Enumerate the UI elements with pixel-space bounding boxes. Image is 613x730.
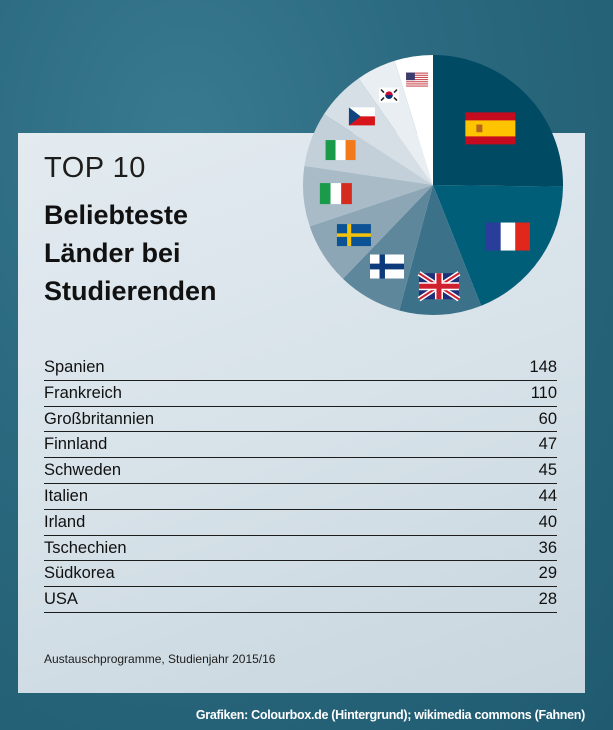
country-name: Frankreich [44,383,122,402]
table-row: Irland 40 [44,510,557,536]
source-note: Austauschprogramme, Studienjahr 2015/16 [44,652,276,666]
pie-slice-südkorea [358,60,433,185]
flag-usa-icon [406,72,429,87]
table-row: Tschechien 36 [44,536,557,562]
flag-south-korea-icon [379,87,400,103]
pie-slice-tschechien [323,78,433,185]
pie-slice-italien [303,165,433,227]
table-row: Frankreich 110 [44,381,557,407]
country-name: Südkorea [44,564,115,583]
country-name: Spanien [44,358,105,376]
flag-france-icon [485,222,530,251]
title-line: Beliebteste [44,200,189,230]
country-value: 45 [538,461,557,480]
country-name: Italien [44,486,89,505]
flag-finland-icon [369,254,404,279]
pie-slice-usa [394,55,433,185]
country-name: Irland [44,512,86,531]
title-line: Studierenden [44,276,217,306]
country-name: Finnland [44,435,108,454]
image-credit: Grafiken: Colourbox.de (Hintergrund); wi… [195,708,585,722]
country-value: 47 [538,435,557,454]
country-name: Schweden [44,461,122,480]
flag-sweden-icon [336,224,371,247]
pie-slice-schweden [309,185,433,279]
table-row: USA 28 [44,587,557,613]
ranking-table: Spanien 148 Frankreich 110 Großbritannien 60 F… [44,355,557,613]
table-row: Großbritannien 60 [44,407,557,433]
top-label: TOP 10 [44,152,146,184]
country-name: Großbritannien [44,409,155,428]
flag-spain-icon [465,112,516,145]
flag-italy-icon [319,183,352,205]
table-row: Schweden 45 [44,458,557,484]
country-value: 40 [538,512,557,531]
country-name: USA [44,590,78,609]
country-value: 28 [538,590,557,609]
table-row: Südkorea 29 [44,561,557,588]
pie-slice-finnland [342,185,433,311]
flag-uk-icon [417,271,461,302]
country-value: 148 [529,358,557,376]
country-value: 44 [538,486,557,505]
table-row: Finnland 47 [44,432,557,459]
page-title: Beliebteste Länder bei Studierenden [44,196,217,310]
pie-slice-irland [304,114,433,185]
country-value: 29 [538,564,557,583]
country-value: 60 [538,409,557,428]
table-row: Italien 44 [44,484,557,510]
table-row: Spanien 148 [44,355,557,381]
country-value: 36 [538,538,557,557]
title-line: Länder bei [44,238,181,268]
flag-czech-icon [348,107,375,126]
country-value: 110 [530,383,557,402]
flag-ireland-icon [325,140,356,161]
country-name: Tschechien [44,538,127,557]
